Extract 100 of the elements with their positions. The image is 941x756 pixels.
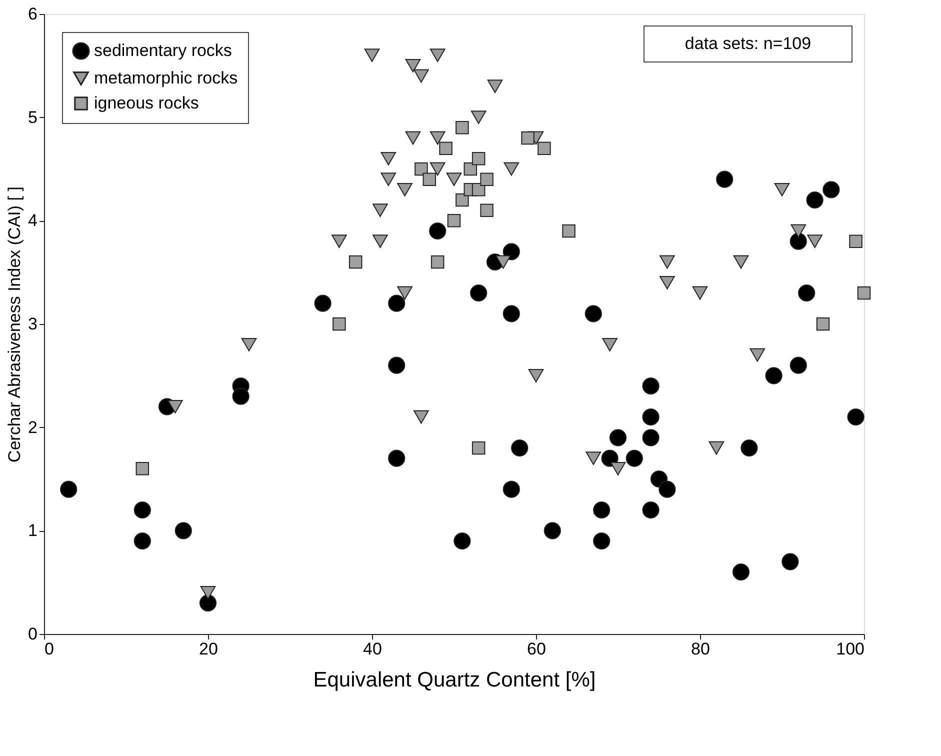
point [446, 172, 462, 186]
point [168, 400, 183, 414]
point [332, 317, 346, 331]
point [642, 408, 660, 426]
point [364, 48, 380, 62]
point [765, 367, 782, 384]
point [626, 450, 643, 467]
point [733, 255, 749, 269]
point [348, 255, 362, 269]
x-tick-label: 0 [44, 640, 54, 658]
point [487, 80, 503, 94]
point [136, 462, 150, 476]
point [397, 182, 412, 196]
point [456, 121, 469, 134]
point [472, 152, 486, 166]
point [692, 286, 708, 300]
point [610, 462, 626, 476]
point [562, 224, 576, 238]
point [380, 152, 396, 166]
point [750, 348, 766, 362]
point [708, 441, 724, 455]
y-tick-label: 5 [28, 108, 38, 127]
x-tick-label: 80 [691, 640, 710, 658]
point [422, 172, 436, 186]
point [430, 255, 444, 269]
point [414, 410, 429, 424]
point [414, 69, 429, 83]
point [388, 294, 406, 312]
point [806, 191, 824, 209]
point [642, 377, 660, 395]
y-tick-label: 1 [28, 521, 38, 540]
point [430, 48, 446, 62]
point [430, 162, 446, 176]
point [472, 441, 486, 455]
point [716, 170, 734, 188]
point [849, 234, 862, 248]
point [456, 193, 469, 207]
point [584, 305, 602, 322]
point [504, 162, 520, 176]
point [447, 214, 461, 228]
point [430, 131, 446, 145]
point [372, 234, 388, 248]
point [414, 162, 428, 176]
point [372, 204, 388, 218]
point [782, 553, 799, 570]
point [660, 255, 675, 269]
y-tick-label: 0 [28, 624, 38, 644]
point [602, 338, 618, 352]
point [538, 142, 551, 155]
point [658, 480, 676, 498]
point [454, 532, 471, 550]
point [332, 234, 347, 248]
point [502, 243, 520, 260]
point [200, 586, 216, 600]
point [790, 224, 806, 238]
point [609, 429, 627, 446]
point [502, 480, 520, 498]
point [586, 452, 602, 466]
point [822, 181, 840, 198]
point [388, 450, 406, 467]
point [199, 594, 217, 612]
point [480, 204, 494, 217]
point [397, 286, 412, 300]
y-axis-title: Cerchar Abrasiveness Index (CAI) [ ] [5, 186, 24, 462]
point [601, 450, 618, 467]
point [798, 284, 816, 302]
x-tick-label: 100 [836, 640, 864, 658]
point [470, 110, 486, 124]
point [405, 131, 421, 145]
point [388, 356, 406, 374]
x-tick-label: 60 [527, 640, 546, 658]
point [480, 172, 494, 186]
point [405, 58, 421, 72]
point [816, 317, 830, 331]
point [774, 182, 790, 196]
point [642, 501, 660, 519]
point [790, 356, 807, 374]
point [642, 429, 660, 446]
y-tick-label: 3 [28, 314, 38, 334]
point [593, 532, 610, 550]
point [807, 234, 822, 248]
point [429, 222, 446, 240]
point [511, 439, 528, 457]
legend-label: sedimentary rocks [94, 41, 232, 60]
y-tick-label: 6 [28, 4, 38, 24]
point [134, 532, 151, 550]
x-tick-label: 40 [363, 640, 382, 658]
point [521, 131, 534, 145]
point [740, 439, 758, 457]
point [241, 338, 257, 352]
point [790, 232, 807, 250]
point [472, 183, 486, 196]
point [60, 480, 78, 498]
x-tick-label: 20 [199, 640, 218, 658]
y-tick-label: 2 [28, 418, 38, 437]
point [544, 522, 561, 540]
point [847, 408, 864, 426]
legend-label: metamorphic rocks [94, 68, 238, 88]
y-tick-label: 4 [28, 211, 38, 230]
point [470, 284, 488, 302]
